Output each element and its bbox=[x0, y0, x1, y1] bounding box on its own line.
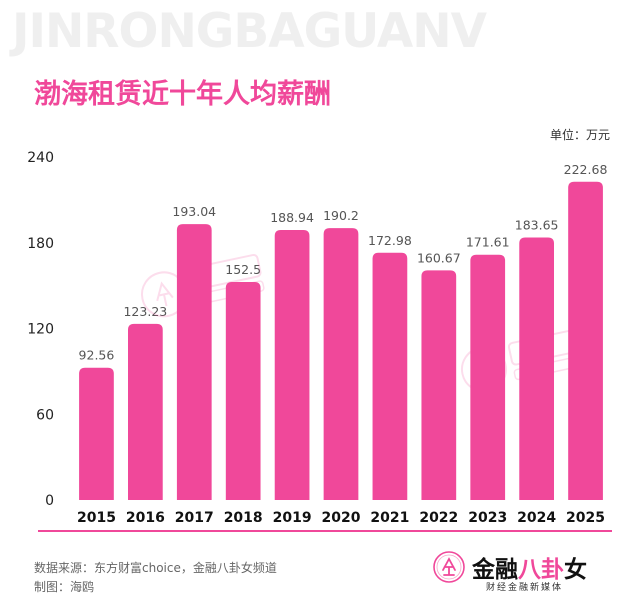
bar-value-label: 92.56 bbox=[79, 348, 115, 363]
bar-value-label: 172.98 bbox=[368, 233, 412, 248]
bar bbox=[372, 252, 408, 500]
x-tick-label: 2020 bbox=[322, 510, 361, 526]
source-block: 数据来源：东方财富choice，金融八卦女频道 制图：海鸥 bbox=[34, 559, 277, 597]
bar bbox=[225, 282, 261, 500]
bar-value-label: 222.68 bbox=[564, 162, 608, 177]
x-tick-label: 2021 bbox=[370, 510, 409, 526]
chart-title: 渤海租赁近十年人均薪酬 bbox=[34, 79, 331, 110]
bar bbox=[568, 181, 603, 500]
brand-name-part-1: 金融 bbox=[472, 557, 518, 583]
x-tick-label: 2022 bbox=[419, 510, 458, 526]
x-tick-label: 2016 bbox=[126, 510, 165, 526]
bar-value-label: 183.65 bbox=[515, 218, 559, 233]
y-tick-label: 0 bbox=[45, 493, 54, 509]
bar bbox=[519, 237, 554, 500]
x-tick-label: 2017 bbox=[175, 510, 214, 526]
brand-logo: 金融八卦女 财经金融新媒体 bbox=[432, 548, 612, 596]
bar-value-label: 188.94 bbox=[270, 210, 314, 225]
y-tick-label: 240 bbox=[27, 150, 54, 166]
bar bbox=[274, 229, 310, 500]
bar bbox=[128, 323, 163, 500]
brand-name: 金融八卦女 bbox=[472, 550, 587, 584]
x-tick-label: 2015 bbox=[77, 510, 116, 526]
bar-value-label: 123.23 bbox=[123, 304, 167, 319]
brand-tagline: 财经金融新媒体 bbox=[486, 583, 564, 593]
x-tick-label: 2019 bbox=[273, 510, 312, 526]
bar-value-label: 171.61 bbox=[466, 235, 510, 250]
x-tick-label: 2018 bbox=[224, 510, 263, 526]
bar bbox=[176, 224, 212, 501]
bar-value-label: 193.04 bbox=[172, 204, 216, 219]
author-text: 制图：海鸥 bbox=[34, 580, 95, 594]
brand-name-part-3: 女 bbox=[564, 557, 587, 583]
bar-value-label: 152.5 bbox=[225, 262, 261, 277]
brand-seal-icon bbox=[433, 551, 465, 583]
x-tick-label: 2024 bbox=[517, 510, 556, 526]
bar bbox=[79, 367, 114, 500]
bar bbox=[323, 228, 359, 501]
bar bbox=[470, 254, 506, 500]
bar bbox=[421, 270, 457, 500]
unit-label: 单位：万元 bbox=[549, 128, 610, 142]
y-tick-label: 180 bbox=[27, 236, 54, 252]
watermark-banner: JINRONGBAGUANV bbox=[12, 4, 487, 59]
bar-value-label: 190.2 bbox=[323, 208, 359, 223]
x-tick-label: 2023 bbox=[468, 510, 507, 526]
bar-value-label: 160.67 bbox=[417, 250, 461, 265]
source-text: 数据来源：东方财富choice，金融八卦女频道 bbox=[34, 561, 277, 575]
x-tick-label: 2025 bbox=[566, 510, 605, 526]
y-tick-label: 60 bbox=[36, 407, 54, 423]
y-tick-label: 120 bbox=[27, 322, 54, 338]
brand-name-part-2: 八卦 bbox=[518, 557, 564, 583]
